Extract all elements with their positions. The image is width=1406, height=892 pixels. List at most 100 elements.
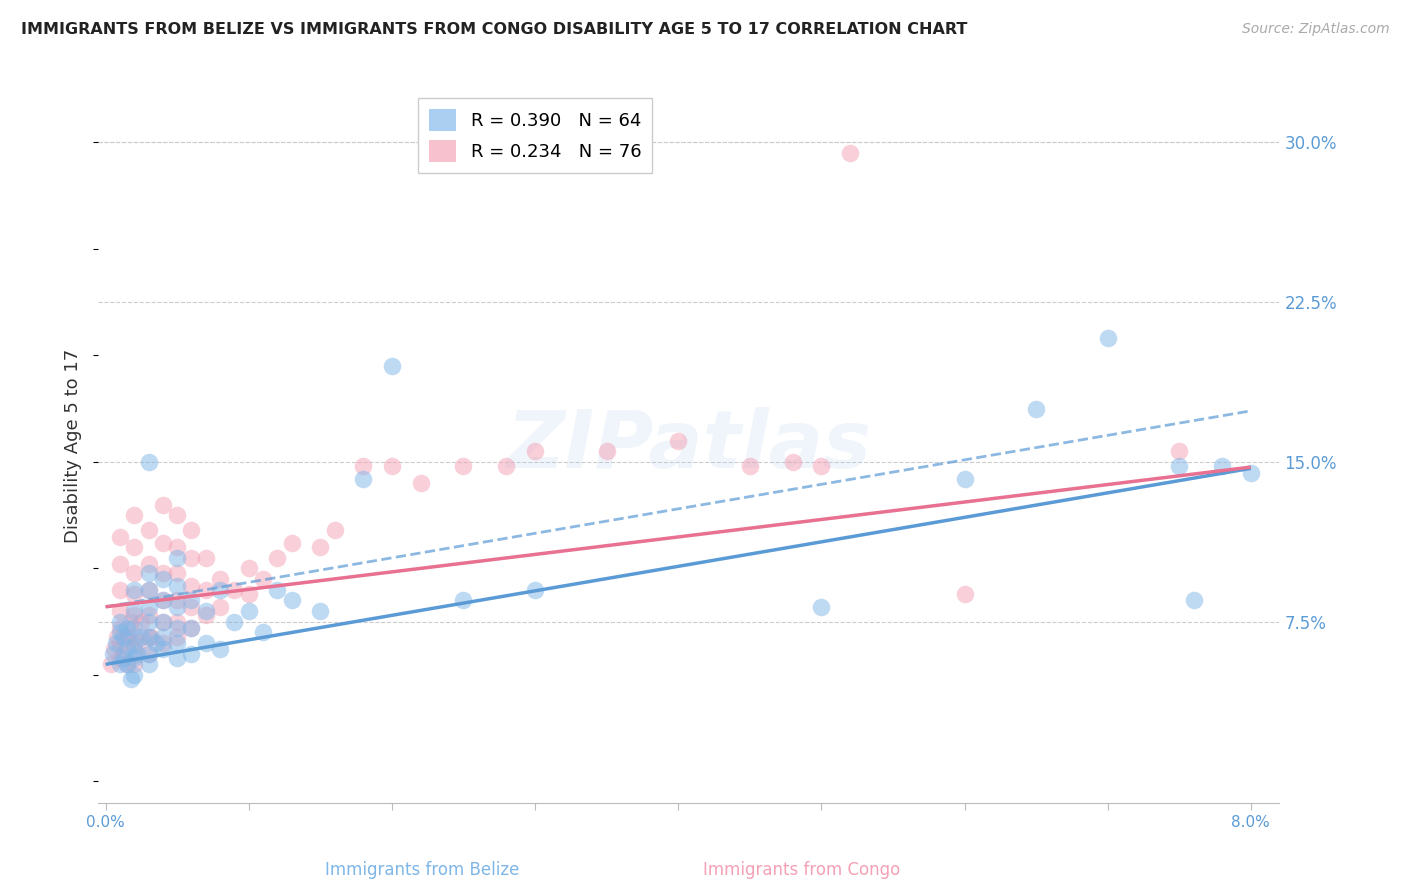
Point <box>381 359 404 373</box>
Point <box>108 651 131 665</box>
Point <box>180 550 202 565</box>
Point <box>194 582 217 597</box>
Point <box>138 615 160 629</box>
Point <box>138 582 160 597</box>
Point <box>352 459 374 474</box>
Point <box>209 642 232 657</box>
Point <box>1097 331 1119 345</box>
Point <box>141 630 163 644</box>
Point <box>209 599 232 614</box>
Legend: R = 0.390   N = 64, R = 0.234   N = 76: R = 0.390 N = 64, R = 0.234 N = 76 <box>419 98 652 173</box>
Point <box>122 630 145 644</box>
Point <box>180 593 202 607</box>
Point <box>152 593 174 607</box>
Point <box>738 459 761 474</box>
Point <box>810 599 832 614</box>
Point <box>112 651 135 665</box>
Point <box>125 647 148 661</box>
Point <box>166 578 188 592</box>
Point <box>120 672 142 686</box>
Point <box>122 566 145 580</box>
Point <box>152 498 174 512</box>
Point <box>238 604 260 618</box>
Point <box>122 582 145 597</box>
Point <box>666 434 689 448</box>
Point <box>323 523 346 537</box>
Point <box>122 642 145 657</box>
Point <box>1240 466 1263 480</box>
Point <box>166 593 188 607</box>
Point <box>131 615 153 629</box>
Point <box>138 657 160 672</box>
Point <box>180 621 202 635</box>
Text: Immigrants from Congo: Immigrants from Congo <box>703 861 900 879</box>
Point <box>122 657 145 672</box>
Point <box>1025 401 1047 416</box>
Point <box>115 630 138 644</box>
Point <box>266 582 288 597</box>
Point <box>108 621 131 635</box>
Point <box>152 636 174 650</box>
Point <box>111 630 134 644</box>
Point <box>166 540 188 554</box>
Point <box>309 540 332 554</box>
Point <box>209 582 232 597</box>
Point <box>224 615 246 629</box>
Point <box>152 536 174 550</box>
Point <box>194 550 217 565</box>
Point <box>138 523 160 537</box>
Point <box>105 630 128 644</box>
Point <box>595 444 617 458</box>
Point <box>108 529 131 543</box>
Point <box>122 604 145 618</box>
Point <box>101 647 124 661</box>
Point <box>194 604 217 618</box>
Point <box>122 508 145 523</box>
Point <box>103 642 125 657</box>
Point <box>1211 459 1233 474</box>
Point <box>495 459 517 474</box>
Point <box>166 615 188 629</box>
Point <box>115 640 138 655</box>
Point <box>138 630 160 644</box>
Point <box>120 615 142 629</box>
Point <box>138 566 160 580</box>
Point <box>166 508 188 523</box>
Point <box>138 558 160 572</box>
Point <box>152 572 174 586</box>
Point <box>114 630 136 644</box>
Point <box>180 599 202 614</box>
Point <box>138 647 160 661</box>
Point <box>810 459 832 474</box>
Point <box>108 636 131 650</box>
Text: Source: ZipAtlas.com: Source: ZipAtlas.com <box>1241 22 1389 37</box>
Point <box>152 630 174 644</box>
Point <box>166 566 188 580</box>
Point <box>138 647 160 661</box>
Y-axis label: Disability Age 5 to 17: Disability Age 5 to 17 <box>65 349 83 543</box>
Point <box>122 668 145 682</box>
Point <box>138 455 160 469</box>
Point <box>180 647 202 661</box>
Text: ZIPatlas: ZIPatlas <box>506 407 872 485</box>
Point <box>111 647 134 661</box>
Point <box>138 608 160 623</box>
Point <box>953 472 976 486</box>
Point <box>152 615 174 629</box>
Point <box>138 630 160 644</box>
Point <box>1168 444 1191 458</box>
Point <box>266 550 288 565</box>
Point <box>122 651 145 665</box>
Point <box>782 455 804 469</box>
Point <box>152 566 174 580</box>
Point <box>209 572 232 586</box>
Point <box>280 593 302 607</box>
Point <box>125 636 148 650</box>
Point <box>524 444 547 458</box>
Point <box>138 599 160 614</box>
Point <box>252 625 274 640</box>
Point <box>152 642 174 657</box>
Point <box>280 536 302 550</box>
Point <box>524 582 547 597</box>
Point <box>180 621 202 635</box>
